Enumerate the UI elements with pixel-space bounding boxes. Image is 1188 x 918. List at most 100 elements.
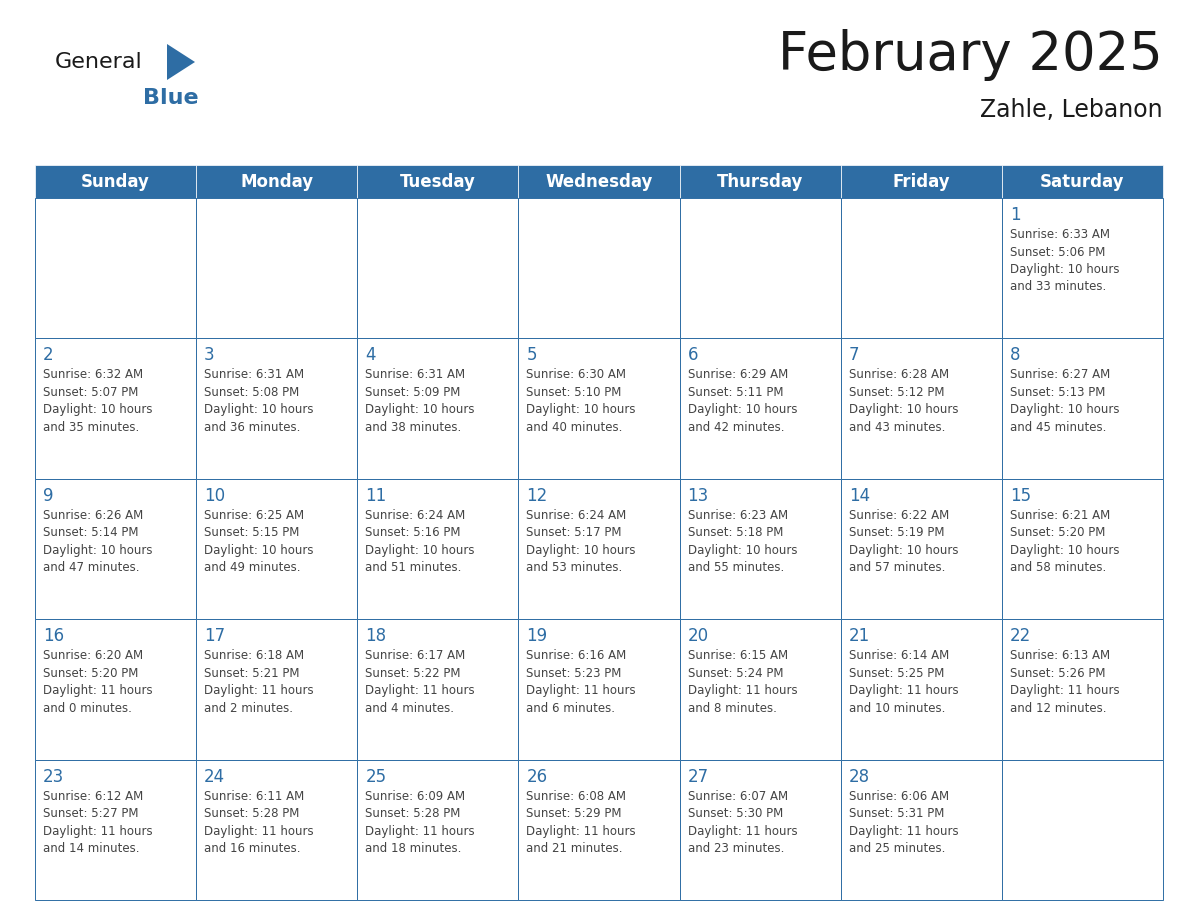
- Text: 14: 14: [848, 487, 870, 505]
- Bar: [841, 165, 1001, 198]
- Text: Thursday: Thursday: [716, 173, 803, 191]
- Text: 7: 7: [848, 346, 859, 364]
- Bar: [841, 339, 1001, 479]
- Bar: [1001, 479, 1163, 620]
- Text: 23: 23: [43, 767, 64, 786]
- Text: Sunrise: 6:23 AM
Sunset: 5:18 PM
Daylight: 10 hours
and 55 minutes.: Sunrise: 6:23 AM Sunset: 5:18 PM Dayligh…: [688, 509, 797, 575]
- Text: 19: 19: [526, 627, 548, 645]
- Bar: [34, 620, 196, 759]
- Text: Sunrise: 6:13 AM
Sunset: 5:26 PM
Daylight: 11 hours
and 12 minutes.: Sunrise: 6:13 AM Sunset: 5:26 PM Dayligh…: [1010, 649, 1119, 715]
- Bar: [358, 339, 518, 479]
- Bar: [518, 165, 680, 198]
- Bar: [1001, 198, 1163, 339]
- Text: 11: 11: [365, 487, 386, 505]
- Text: Wednesday: Wednesday: [545, 173, 652, 191]
- Bar: [841, 620, 1001, 759]
- Bar: [518, 198, 680, 339]
- Bar: [358, 165, 518, 198]
- Text: General: General: [55, 52, 143, 72]
- Text: Sunrise: 6:20 AM
Sunset: 5:20 PM
Daylight: 11 hours
and 0 minutes.: Sunrise: 6:20 AM Sunset: 5:20 PM Dayligh…: [43, 649, 152, 715]
- Bar: [841, 198, 1001, 339]
- Bar: [358, 198, 518, 339]
- Text: 25: 25: [365, 767, 386, 786]
- Text: Sunrise: 6:26 AM
Sunset: 5:14 PM
Daylight: 10 hours
and 47 minutes.: Sunrise: 6:26 AM Sunset: 5:14 PM Dayligh…: [43, 509, 152, 575]
- Text: 16: 16: [43, 627, 64, 645]
- Text: Zahle, Lebanon: Zahle, Lebanon: [980, 98, 1163, 122]
- Bar: [1001, 759, 1163, 900]
- Text: 2: 2: [43, 346, 53, 364]
- Text: 3: 3: [204, 346, 215, 364]
- Bar: [358, 479, 518, 620]
- Text: Sunrise: 6:30 AM
Sunset: 5:10 PM
Daylight: 10 hours
and 40 minutes.: Sunrise: 6:30 AM Sunset: 5:10 PM Dayligh…: [526, 368, 636, 434]
- Text: 20: 20: [688, 627, 709, 645]
- Bar: [196, 165, 358, 198]
- Bar: [841, 479, 1001, 620]
- Text: Sunrise: 6:31 AM
Sunset: 5:08 PM
Daylight: 10 hours
and 36 minutes.: Sunrise: 6:31 AM Sunset: 5:08 PM Dayligh…: [204, 368, 314, 434]
- Bar: [196, 479, 358, 620]
- Text: Sunrise: 6:17 AM
Sunset: 5:22 PM
Daylight: 11 hours
and 4 minutes.: Sunrise: 6:17 AM Sunset: 5:22 PM Dayligh…: [365, 649, 475, 715]
- Bar: [196, 759, 358, 900]
- Text: 10: 10: [204, 487, 226, 505]
- Text: 4: 4: [365, 346, 375, 364]
- Text: 13: 13: [688, 487, 709, 505]
- Bar: [680, 198, 841, 339]
- Text: Sunrise: 6:12 AM
Sunset: 5:27 PM
Daylight: 11 hours
and 14 minutes.: Sunrise: 6:12 AM Sunset: 5:27 PM Dayligh…: [43, 789, 152, 855]
- Bar: [1001, 165, 1163, 198]
- Bar: [34, 759, 196, 900]
- Text: 27: 27: [688, 767, 709, 786]
- Bar: [1001, 620, 1163, 759]
- Bar: [34, 339, 196, 479]
- Text: Sunrise: 6:24 AM
Sunset: 5:16 PM
Daylight: 10 hours
and 51 minutes.: Sunrise: 6:24 AM Sunset: 5:16 PM Dayligh…: [365, 509, 475, 575]
- Text: Sunrise: 6:31 AM
Sunset: 5:09 PM
Daylight: 10 hours
and 38 minutes.: Sunrise: 6:31 AM Sunset: 5:09 PM Dayligh…: [365, 368, 475, 434]
- Text: 26: 26: [526, 767, 548, 786]
- Text: Sunrise: 6:25 AM
Sunset: 5:15 PM
Daylight: 10 hours
and 49 minutes.: Sunrise: 6:25 AM Sunset: 5:15 PM Dayligh…: [204, 509, 314, 575]
- Bar: [196, 620, 358, 759]
- Bar: [34, 165, 196, 198]
- Text: Saturday: Saturday: [1041, 173, 1125, 191]
- Bar: [358, 759, 518, 900]
- Text: Sunrise: 6:22 AM
Sunset: 5:19 PM
Daylight: 10 hours
and 57 minutes.: Sunrise: 6:22 AM Sunset: 5:19 PM Dayligh…: [848, 509, 959, 575]
- Text: Sunrise: 6:07 AM
Sunset: 5:30 PM
Daylight: 11 hours
and 23 minutes.: Sunrise: 6:07 AM Sunset: 5:30 PM Dayligh…: [688, 789, 797, 855]
- Bar: [358, 620, 518, 759]
- Text: Sunrise: 6:27 AM
Sunset: 5:13 PM
Daylight: 10 hours
and 45 minutes.: Sunrise: 6:27 AM Sunset: 5:13 PM Dayligh…: [1010, 368, 1119, 434]
- Bar: [680, 165, 841, 198]
- Bar: [680, 479, 841, 620]
- Bar: [34, 479, 196, 620]
- Text: Sunrise: 6:18 AM
Sunset: 5:21 PM
Daylight: 11 hours
and 2 minutes.: Sunrise: 6:18 AM Sunset: 5:21 PM Dayligh…: [204, 649, 314, 715]
- Text: 24: 24: [204, 767, 226, 786]
- Bar: [518, 620, 680, 759]
- Text: Tuesday: Tuesday: [400, 173, 476, 191]
- Bar: [680, 339, 841, 479]
- Text: 8: 8: [1010, 346, 1020, 364]
- Bar: [518, 759, 680, 900]
- Bar: [680, 759, 841, 900]
- Text: 28: 28: [848, 767, 870, 786]
- Text: Sunrise: 6:33 AM
Sunset: 5:06 PM
Daylight: 10 hours
and 33 minutes.: Sunrise: 6:33 AM Sunset: 5:06 PM Dayligh…: [1010, 228, 1119, 294]
- Text: Sunrise: 6:09 AM
Sunset: 5:28 PM
Daylight: 11 hours
and 18 minutes.: Sunrise: 6:09 AM Sunset: 5:28 PM Dayligh…: [365, 789, 475, 855]
- Text: 15: 15: [1010, 487, 1031, 505]
- Text: Sunrise: 6:16 AM
Sunset: 5:23 PM
Daylight: 11 hours
and 6 minutes.: Sunrise: 6:16 AM Sunset: 5:23 PM Dayligh…: [526, 649, 636, 715]
- Text: 5: 5: [526, 346, 537, 364]
- Bar: [196, 198, 358, 339]
- Text: Sunrise: 6:11 AM
Sunset: 5:28 PM
Daylight: 11 hours
and 16 minutes.: Sunrise: 6:11 AM Sunset: 5:28 PM Dayligh…: [204, 789, 314, 855]
- Bar: [680, 620, 841, 759]
- Text: Sunrise: 6:06 AM
Sunset: 5:31 PM
Daylight: 11 hours
and 25 minutes.: Sunrise: 6:06 AM Sunset: 5:31 PM Dayligh…: [848, 789, 959, 855]
- Text: Sunrise: 6:32 AM
Sunset: 5:07 PM
Daylight: 10 hours
and 35 minutes.: Sunrise: 6:32 AM Sunset: 5:07 PM Dayligh…: [43, 368, 152, 434]
- Text: 21: 21: [848, 627, 870, 645]
- Polygon shape: [168, 44, 195, 80]
- Text: Friday: Friday: [892, 173, 950, 191]
- Text: Sunrise: 6:28 AM
Sunset: 5:12 PM
Daylight: 10 hours
and 43 minutes.: Sunrise: 6:28 AM Sunset: 5:12 PM Dayligh…: [848, 368, 959, 434]
- Text: Monday: Monday: [240, 173, 314, 191]
- Bar: [518, 339, 680, 479]
- Text: Sunrise: 6:08 AM
Sunset: 5:29 PM
Daylight: 11 hours
and 21 minutes.: Sunrise: 6:08 AM Sunset: 5:29 PM Dayligh…: [526, 789, 636, 855]
- Bar: [34, 198, 196, 339]
- Text: Sunrise: 6:15 AM
Sunset: 5:24 PM
Daylight: 11 hours
and 8 minutes.: Sunrise: 6:15 AM Sunset: 5:24 PM Dayligh…: [688, 649, 797, 715]
- Bar: [1001, 339, 1163, 479]
- Text: Blue: Blue: [143, 88, 198, 108]
- Text: 22: 22: [1010, 627, 1031, 645]
- Text: Sunrise: 6:14 AM
Sunset: 5:25 PM
Daylight: 11 hours
and 10 minutes.: Sunrise: 6:14 AM Sunset: 5:25 PM Dayligh…: [848, 649, 959, 715]
- Text: February 2025: February 2025: [778, 29, 1163, 81]
- Bar: [841, 759, 1001, 900]
- Text: Sunrise: 6:21 AM
Sunset: 5:20 PM
Daylight: 10 hours
and 58 minutes.: Sunrise: 6:21 AM Sunset: 5:20 PM Dayligh…: [1010, 509, 1119, 575]
- Text: 18: 18: [365, 627, 386, 645]
